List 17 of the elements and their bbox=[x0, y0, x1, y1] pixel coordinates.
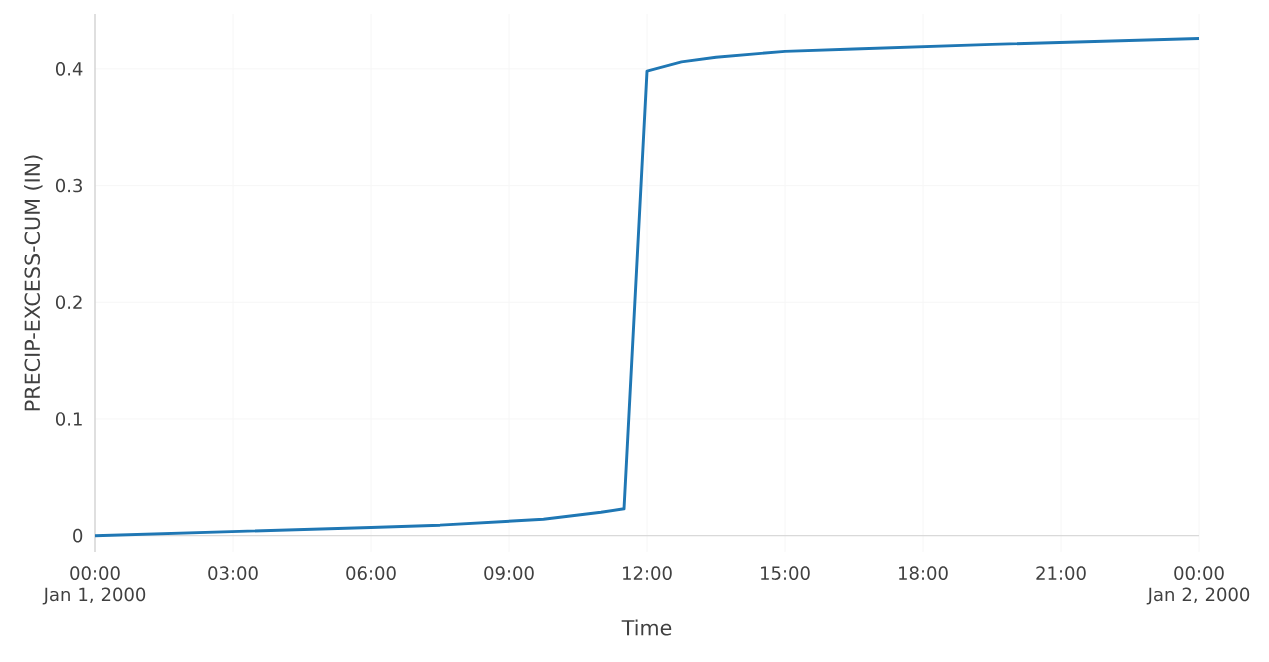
y-tick-label: 0.2 bbox=[55, 295, 82, 310]
y-tick-label: 0.3 bbox=[55, 178, 82, 193]
x-tick-label: 21:00 bbox=[1036, 566, 1086, 580]
y-tick-label: 0 bbox=[73, 528, 83, 543]
line-series bbox=[93, 37, 1201, 538]
x-tick-label: 06:00 bbox=[346, 566, 396, 580]
x-tick-label: 00:00 Jan 2, 2000 bbox=[1146, 566, 1250, 605]
x-tick-label: 12:00 bbox=[623, 566, 672, 580]
y-tick-label: 0.1 bbox=[55, 412, 82, 426]
x-tick-label: 18:00 bbox=[899, 566, 948, 580]
x-tick-label: 00:00 Jan 1, 2000 bbox=[42, 566, 146, 605]
y-tick-label: 0.4 bbox=[55, 62, 83, 76]
x-tick-label: 15:00 bbox=[761, 566, 810, 580]
x-tick-label: 03:00 bbox=[208, 566, 258, 580]
y-axis-title: PRECIP-EXCESS-CUM (IN) bbox=[24, 155, 43, 411]
x-tick-label: 09:00 bbox=[484, 566, 534, 580]
x-axis-title: Time bbox=[621, 619, 672, 636]
